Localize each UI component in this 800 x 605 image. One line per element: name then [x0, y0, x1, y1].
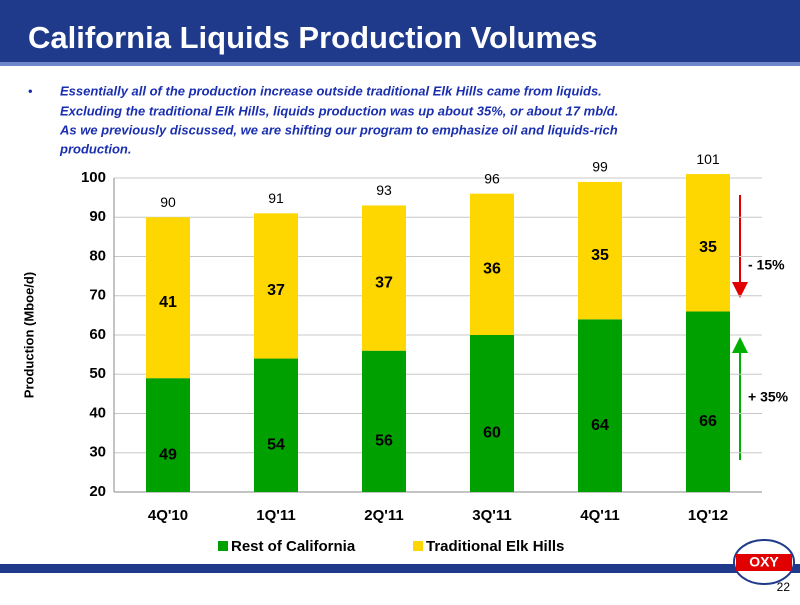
x-tick-label: 4Q'10: [148, 507, 188, 524]
y-axis-label: Production (Mboe/d): [21, 272, 36, 398]
y-tick-label: 40: [89, 404, 106, 421]
legend-swatch: [218, 541, 228, 551]
data-label: 37: [375, 274, 393, 291]
y-tick-label: 30: [89, 444, 106, 461]
bar-segment: [686, 174, 730, 312]
x-tick-label: 3Q'11: [472, 507, 511, 524]
total-label: 93: [376, 182, 392, 198]
bar-segment: [470, 335, 514, 492]
data-label: 60: [483, 425, 501, 442]
header-band: [0, 0, 800, 62]
y-tick-label: 100: [81, 169, 106, 186]
x-tick-label: 1Q'12: [688, 507, 728, 524]
bar-segment: [362, 350, 406, 492]
bullet-line: Excluding the traditional Elk Hills, liq…: [60, 103, 618, 118]
footer-band: [0, 564, 800, 573]
bar-segment: [578, 319, 622, 492]
y-tick-label: 90: [89, 208, 106, 225]
data-label: 64: [591, 417, 609, 434]
bar-segment: [578, 181, 622, 320]
data-label: 37: [267, 282, 285, 299]
bar-segment: [254, 358, 298, 492]
bar-segment: [686, 311, 730, 492]
legend-label: Rest of California: [231, 538, 356, 555]
y-tick-label: 20: [89, 483, 106, 500]
data-label: 36: [483, 261, 501, 278]
legend-swatch: [413, 541, 423, 551]
data-label: 35: [699, 239, 717, 256]
logo: OXY: [749, 554, 779, 570]
x-tick-label: 4Q'11: [580, 507, 619, 524]
y-tick-label: 80: [89, 247, 106, 264]
annotation: - 15%: [748, 257, 785, 273]
total-label: 96: [484, 170, 500, 186]
x-tick-label: 1Q'11: [256, 507, 295, 524]
y-tick-label: 70: [89, 287, 106, 304]
legend-label: Traditional Elk Hills: [426, 538, 564, 555]
data-label: 56: [375, 433, 393, 450]
logo-band: [736, 554, 792, 571]
x-tick-label: 2Q'11: [364, 507, 403, 524]
y-tick-label: 60: [89, 326, 106, 343]
annotation: + 35%: [748, 389, 789, 405]
data-label: 41: [159, 294, 177, 311]
bullet-dot: •: [28, 83, 33, 98]
slide-title: California Liquids Production Volumes: [28, 20, 598, 55]
data-label: 49: [159, 446, 177, 463]
total-label: 101: [696, 151, 720, 167]
total-label: 90: [160, 194, 176, 210]
bullet-line: Essentially all of the production increa…: [60, 83, 602, 98]
header-rule: [0, 62, 800, 66]
bar-segment: [146, 217, 190, 379]
total-label: 91: [268, 190, 284, 206]
bullet-line: As we previously discussed, we are shift…: [59, 122, 618, 137]
data-label: 54: [267, 436, 285, 453]
data-label: 35: [591, 247, 609, 264]
bullet-line: production.: [59, 141, 132, 156]
page-number: 22: [777, 580, 791, 594]
bar-segment: [146, 378, 190, 492]
y-tick-label: 50: [89, 365, 106, 382]
bar-segment: [470, 193, 514, 335]
total-label: 99: [592, 159, 608, 175]
bar-segment: [362, 205, 406, 351]
data-label: 66: [699, 413, 717, 430]
bar-segment: [254, 213, 298, 359]
